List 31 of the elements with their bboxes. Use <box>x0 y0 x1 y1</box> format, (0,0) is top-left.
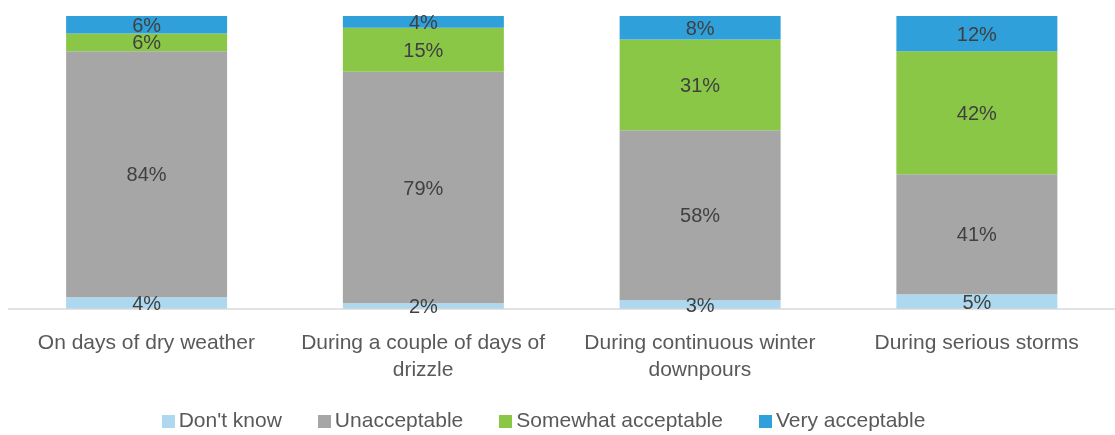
legend-label: Unacceptable <box>334 408 464 431</box>
data-label: 3% <box>685 293 715 316</box>
legend-label: Somewhat acceptable <box>516 408 723 431</box>
data-label: 4% <box>408 10 439 33</box>
bar <box>619 16 781 40</box>
data-label: 31% <box>680 73 721 96</box>
bar <box>66 16 228 34</box>
data-label: 79% <box>403 176 444 199</box>
data-label: 2% <box>408 295 439 318</box>
x-tick-label: On days of dry weather <box>37 330 255 353</box>
x-tick-label: During continuous winter downpours <box>584 330 816 380</box>
x-tick-label: During serious storms <box>874 330 1079 353</box>
data-label: 5% <box>962 290 992 313</box>
data-label: 12% <box>956 22 998 45</box>
x-tick-label: During a couple of days of drizzle <box>301 330 546 380</box>
legend-label: Very acceptable <box>775 408 926 431</box>
bar <box>896 174 1058 295</box>
data-label: 42% <box>956 101 998 124</box>
data-label: 84% <box>126 163 167 186</box>
legend-label: Don't know <box>178 408 282 431</box>
bar <box>896 16 1058 52</box>
data-label: 4% <box>132 292 162 315</box>
bar <box>619 39 781 131</box>
bar <box>342 27 504 72</box>
bar <box>896 51 1058 175</box>
bar <box>66 51 228 298</box>
data-label: 41% <box>956 223 998 246</box>
data-label: 58% <box>680 204 721 227</box>
data-label: 8% <box>685 16 715 39</box>
data-label: 15% <box>403 38 444 61</box>
bar <box>342 16 504 28</box>
